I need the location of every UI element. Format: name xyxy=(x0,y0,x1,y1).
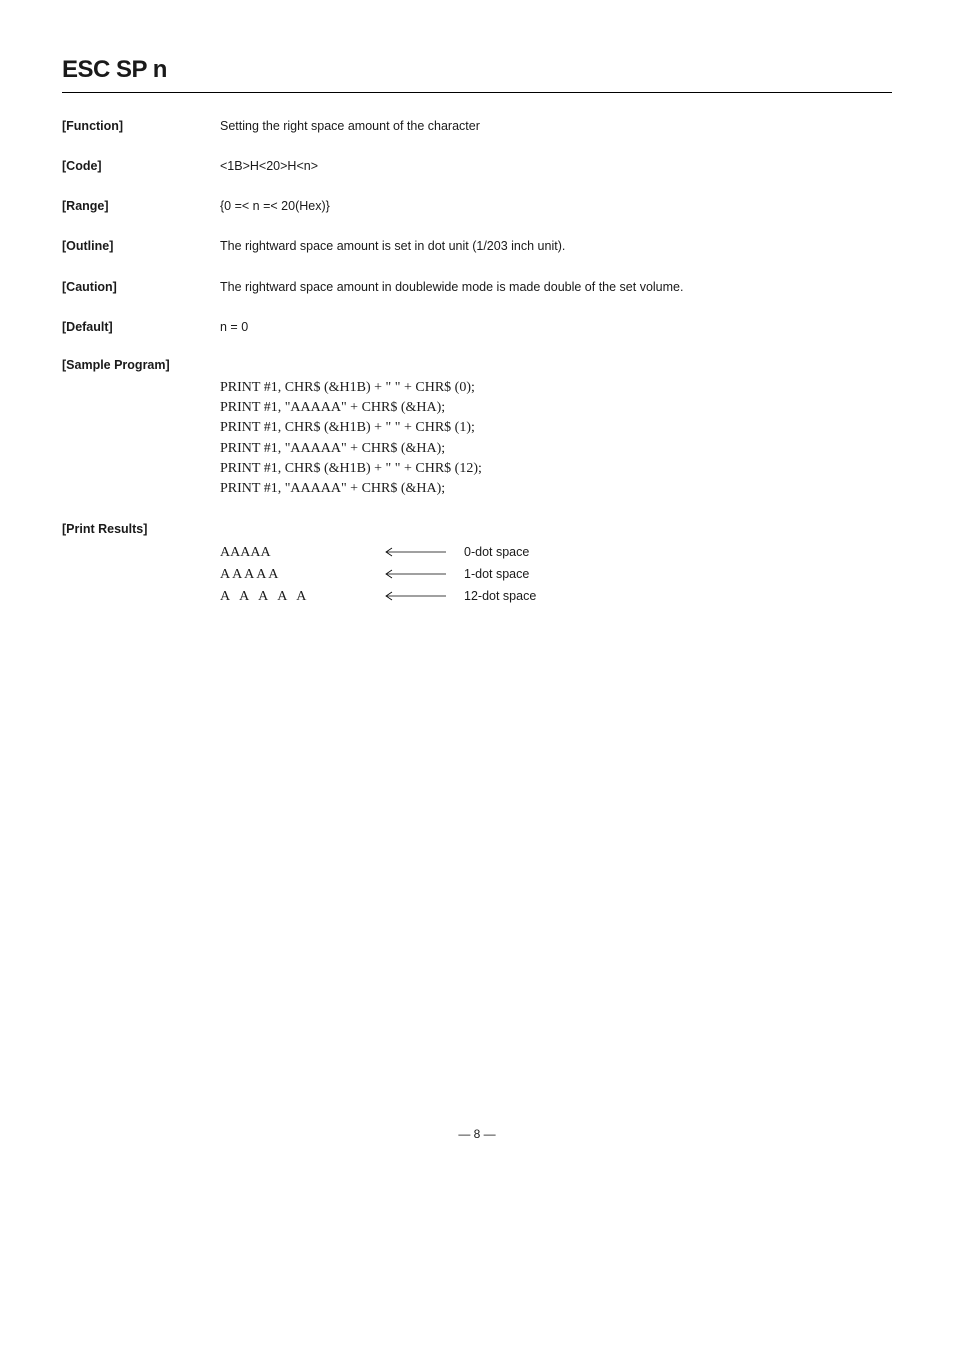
default-value: n = 0 xyxy=(220,318,892,336)
code-row: [Code] <1B>H<20>H<n> xyxy=(62,157,892,175)
print-results-label: [Print Results] xyxy=(62,522,892,536)
sample-program-label: [Sample Program] xyxy=(62,358,892,372)
caution-label: [Caution] xyxy=(62,280,220,294)
default-row: [Default] n = 0 xyxy=(62,318,892,336)
caution-row: [Caution] The rightward space amount in … xyxy=(62,278,892,296)
range-row: [Range] {0 =< n =< 20(Hex)} xyxy=(62,197,892,215)
outline-row: [Outline] The rightward space amount is … xyxy=(62,237,892,255)
outline-label: [Outline] xyxy=(62,239,220,253)
program-line: PRINT #1, CHR$ (&H1B) + " " + CHR$ (1); xyxy=(220,418,892,438)
program-line: PRINT #1, "AAAAA" + CHR$ (&HA); xyxy=(220,398,892,418)
program-line: PRINT #1, CHR$ (&H1B) + " " + CHR$ (0); xyxy=(220,378,892,398)
code-value: <1B>H<20>H<n> xyxy=(220,157,892,175)
function-row: [Function] Setting the right space amoun… xyxy=(62,117,892,135)
arrow-icon xyxy=(380,547,450,557)
range-label: [Range] xyxy=(62,199,220,213)
sample-program-block: PRINT #1, CHR$ (&H1B) + " " + CHR$ (0); … xyxy=(220,378,892,500)
result-row: A A A A A 1-dot space xyxy=(220,564,892,585)
print-results-block: AAAAA 0-dot space A A A A A 1-dot space … xyxy=(220,542,892,607)
page-number: — 8 — xyxy=(62,1127,892,1141)
code-label: [Code] xyxy=(62,159,220,173)
function-label: [Function] xyxy=(62,119,220,133)
program-line: PRINT #1, CHR$ (&H1B) + " " + CHR$ (12); xyxy=(220,459,892,479)
default-label: [Default] xyxy=(62,320,220,334)
range-value: {0 =< n =< 20(Hex)} xyxy=(220,197,892,215)
arrow-icon xyxy=(380,569,450,579)
result-desc: 1-dot space xyxy=(464,565,529,584)
outline-value: The rightward space amount is set in dot… xyxy=(220,237,892,255)
result-row: AAAAA 0-dot space xyxy=(220,542,892,563)
caution-value: The rightward space amount in doublewide… xyxy=(220,278,892,296)
result-sample: A A A A A xyxy=(220,586,380,607)
page-title: ESC SP n xyxy=(62,56,892,84)
function-value: Setting the right space amount of the ch… xyxy=(220,117,892,135)
result-row: A A A A A 12-dot space xyxy=(220,586,892,607)
result-sample: AAAAA xyxy=(220,542,380,563)
program-line: PRINT #1, "AAAAA" + CHR$ (&HA); xyxy=(220,439,892,459)
result-sample: A A A A A xyxy=(220,564,380,585)
result-desc: 12-dot space xyxy=(464,587,536,606)
program-line: PRINT #1, "AAAAA" + CHR$ (&HA); xyxy=(220,479,892,499)
result-desc: 0-dot space xyxy=(464,543,529,562)
title-rule xyxy=(62,92,892,93)
arrow-icon xyxy=(380,591,450,601)
